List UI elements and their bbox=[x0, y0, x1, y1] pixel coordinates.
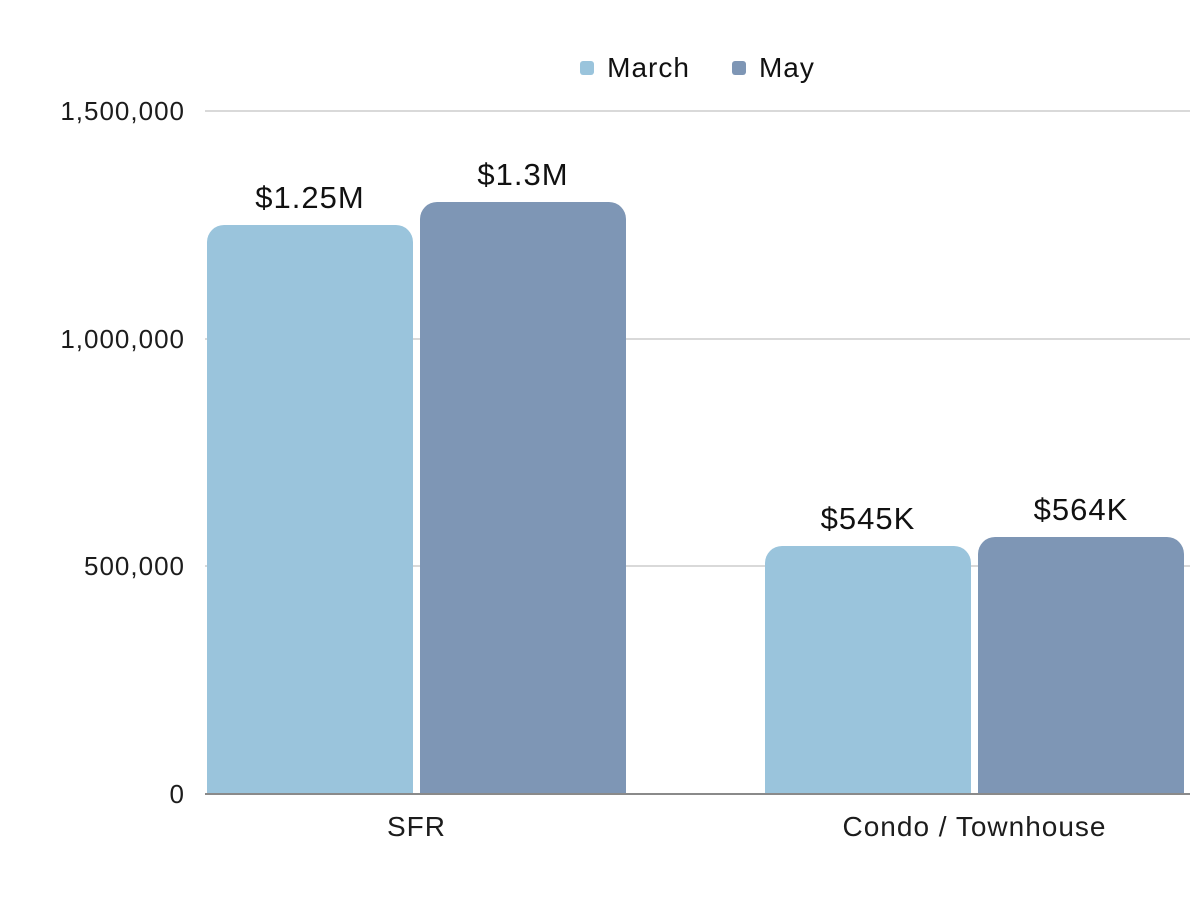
bar-value-label: $564K bbox=[1033, 492, 1129, 527]
bar-column-condo-townhouse-march: $545K bbox=[765, 501, 971, 794]
bar-condo-townhouse-may bbox=[978, 537, 1184, 794]
bar-sfr-march bbox=[207, 225, 413, 794]
legend-item-may: May bbox=[731, 52, 815, 84]
x-axis-baseline bbox=[205, 793, 1190, 795]
bar-value-label: $1.25M bbox=[255, 180, 365, 215]
bar-condo-townhouse-march bbox=[765, 546, 971, 794]
x-axis-category-label: SFR bbox=[387, 811, 446, 842]
legend-swatch-march-icon bbox=[580, 61, 595, 75]
legend-swatch-may-icon bbox=[731, 61, 746, 75]
legend: March May bbox=[205, 50, 1190, 86]
gridline bbox=[205, 110, 1190, 112]
y-axis-tick-label: 1,500,000 bbox=[60, 96, 185, 126]
bar-sfr-may bbox=[420, 202, 626, 794]
gridline bbox=[205, 565, 1190, 568]
bar-value-label: $545K bbox=[820, 501, 916, 536]
x-axis-category-label: Condo / Townhouse bbox=[842, 811, 1107, 842]
bar-column-sfr-may: $1.3M bbox=[420, 157, 626, 794]
y-axis-tick-label: 0 bbox=[169, 779, 185, 809]
legend-label-may: May bbox=[758, 52, 815, 83]
bar-group-condo-townhouse: $545K $564K bbox=[765, 492, 1184, 794]
y-axis-tick-label: 1,000,000 bbox=[60, 323, 185, 354]
bar-group-sfr: $1.25M $1.3M bbox=[207, 157, 626, 794]
legend-label-march: March bbox=[607, 52, 690, 83]
bar-column-sfr-march: $1.25M bbox=[207, 180, 413, 794]
bar-column-condo-townhouse-may: $564K bbox=[978, 492, 1184, 794]
bar-value-label: $1.3M bbox=[477, 157, 569, 192]
gridline bbox=[205, 337, 1190, 340]
legend-item-march: March bbox=[580, 52, 690, 84]
y-axis-tick-label: 500,000 bbox=[84, 551, 185, 582]
